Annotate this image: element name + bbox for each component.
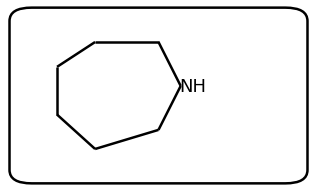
Text: NH: NH <box>179 78 206 96</box>
FancyBboxPatch shape <box>10 8 307 183</box>
